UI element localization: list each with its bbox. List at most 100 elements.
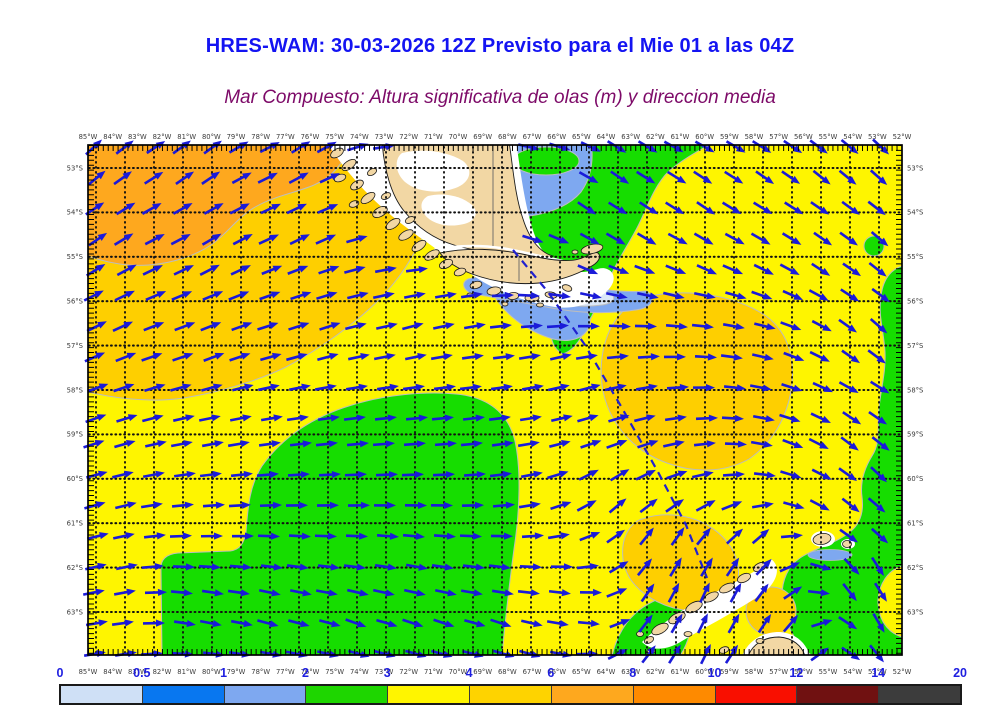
wave-arrow xyxy=(142,470,165,478)
wave-arrow xyxy=(838,381,859,393)
wave-arrow xyxy=(85,619,108,627)
wave-arrow xyxy=(577,201,597,215)
wave-arrow xyxy=(606,529,626,544)
lat-label: 57°S xyxy=(67,342,83,350)
lon-label: 64°W xyxy=(597,133,616,141)
lon-label: 82°W xyxy=(153,668,172,676)
lon-label: 67°W xyxy=(523,668,542,676)
wave-arrow xyxy=(285,501,308,509)
wave-arrow xyxy=(175,171,195,185)
lon-label: 53°W xyxy=(868,668,887,676)
wave-arrow xyxy=(173,619,196,628)
wave-arrow xyxy=(289,234,310,246)
wave-arrow xyxy=(757,614,772,634)
lon-label: 70°W xyxy=(449,668,468,676)
wave-arrow xyxy=(696,201,716,215)
wave-arrow xyxy=(579,232,600,245)
wave-arrow xyxy=(520,470,543,479)
wave-arrow xyxy=(781,382,803,392)
wave-arrow xyxy=(751,501,774,509)
lon-label: 70°W xyxy=(449,133,468,141)
wave-arrow xyxy=(172,414,195,422)
wave-arrow xyxy=(169,532,192,540)
wave-arrow xyxy=(521,532,544,540)
wave-arrow xyxy=(754,322,776,331)
wave-arrow xyxy=(518,501,541,509)
wave-arrow xyxy=(813,231,833,246)
lat-label: 60°S xyxy=(67,475,83,483)
wave-arrow xyxy=(810,412,831,424)
wave-arrow xyxy=(260,563,283,571)
wave-arrow xyxy=(693,232,714,245)
wave-arrow xyxy=(779,413,801,423)
wave-arrow xyxy=(257,322,279,331)
lat-label: 58°S xyxy=(907,386,923,394)
wave-arrow xyxy=(375,322,398,330)
wave-arrow xyxy=(83,290,104,302)
lat-label: 55°S xyxy=(907,253,923,261)
wave-arrow xyxy=(373,352,396,361)
lon-label: 52°W xyxy=(893,133,912,141)
wave-arrow xyxy=(347,352,370,361)
wave-arrow xyxy=(492,501,515,509)
wave-arrow xyxy=(751,290,773,300)
wave-arrow xyxy=(578,171,599,184)
wave-arrow xyxy=(783,351,805,361)
wave-arrow xyxy=(229,563,252,571)
wave-arrow xyxy=(870,230,889,247)
lon-label: 65°W xyxy=(572,133,591,141)
wave-arrow xyxy=(173,265,194,276)
wave-arrow xyxy=(288,172,309,185)
wave-arrow xyxy=(579,532,601,542)
lon-label: 72°W xyxy=(399,668,418,676)
wave-arrow xyxy=(116,414,138,423)
wave-arrow xyxy=(810,201,830,215)
colorbar-value: 12 xyxy=(789,666,804,680)
wave-arrow xyxy=(692,383,715,392)
lon-label: 56°W xyxy=(794,133,813,141)
wave-arrow xyxy=(636,291,659,300)
lat-label: 63°S xyxy=(67,608,83,616)
wave-arrow xyxy=(808,437,829,450)
wave-arrow xyxy=(402,618,424,628)
lon-label: 54°W xyxy=(843,668,862,676)
colorbar-segment xyxy=(797,686,880,703)
lon-label: 80°W xyxy=(202,133,221,141)
wave-arrow xyxy=(315,589,338,597)
wave-arrow xyxy=(606,588,628,598)
wave-arrow xyxy=(288,532,311,540)
wave-arrow xyxy=(604,383,627,392)
colorbar-value: 14 xyxy=(871,666,886,680)
colorbar-value: 4 xyxy=(465,666,473,680)
wave-arrow xyxy=(462,563,485,571)
wave-arrow xyxy=(662,440,685,448)
wave-arrow xyxy=(288,322,310,331)
wave-arrow xyxy=(811,319,832,332)
wave-arrow xyxy=(260,203,281,215)
wave-arrow xyxy=(721,414,744,423)
latitude-labels-left: 53°S 54°S 55°S 56°S 57°S 58°S 59°S 60°S 61°S 62°S… xyxy=(67,164,83,616)
wave-arrow xyxy=(867,200,886,216)
lat-label: 54°S xyxy=(67,209,83,217)
lon-label: 64°W xyxy=(597,668,616,676)
lon-label: 68°W xyxy=(498,133,517,141)
wave-arrow xyxy=(838,616,858,630)
wave-arrow xyxy=(664,414,687,422)
wave-arrow xyxy=(259,291,281,301)
wave-arrow xyxy=(578,469,599,481)
colorbar-segment xyxy=(142,686,225,703)
wave-arrow xyxy=(869,380,890,394)
wave-arrow xyxy=(260,414,283,422)
wave-arrow xyxy=(549,352,572,361)
wave-arrow xyxy=(490,383,513,391)
wave-arrow xyxy=(434,291,457,299)
wave-arrow xyxy=(431,563,454,571)
wave-arrow xyxy=(316,291,338,300)
wave-arrow xyxy=(347,291,369,300)
wave-arrow xyxy=(609,469,630,482)
wave-arrow xyxy=(839,231,858,246)
wave-arrow xyxy=(607,201,628,215)
wave-arrow xyxy=(639,527,654,546)
wave-arrow xyxy=(670,613,683,634)
